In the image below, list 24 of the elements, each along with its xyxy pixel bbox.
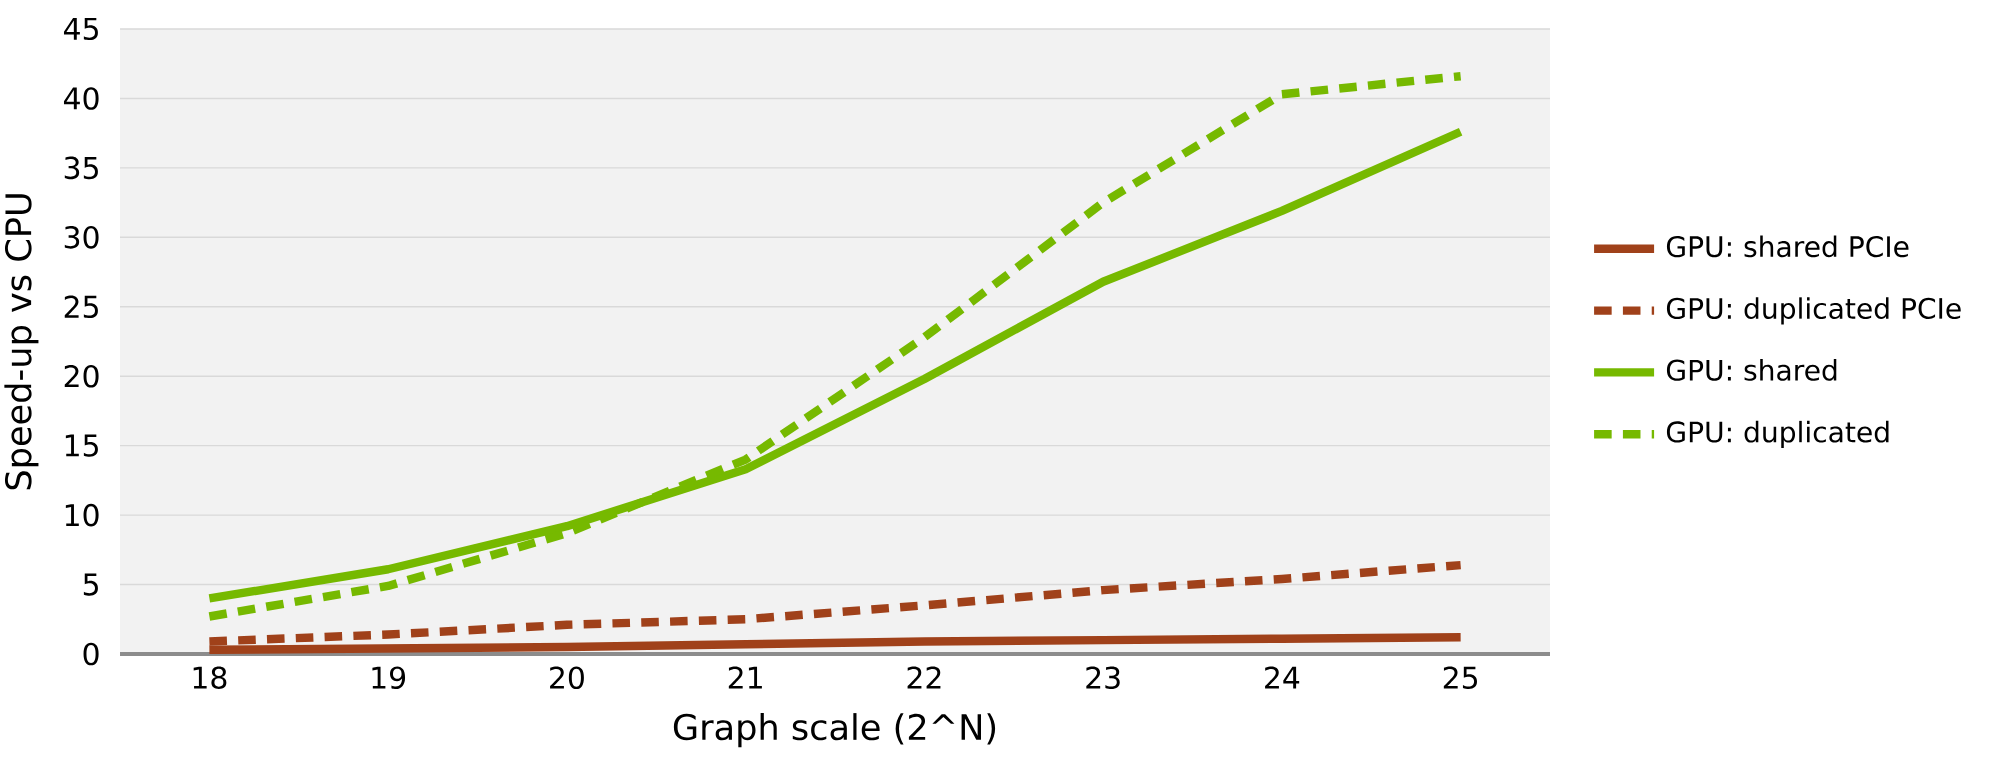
y-tick-label: 20 bbox=[64, 364, 99, 388]
y-tick-label: 35 bbox=[64, 156, 98, 180]
x-tick-label: 19 bbox=[372, 666, 406, 690]
y-tick-label: 25 bbox=[64, 295, 98, 319]
x-tick-label: 18 bbox=[193, 666, 227, 690]
y-axis-title: Speed-up vs CPU bbox=[4, 194, 39, 490]
x-tick-label: 21 bbox=[728, 666, 762, 689]
legend-label: GPU: duplicated PCIe bbox=[1666, 297, 1961, 325]
y-tick-label: 10 bbox=[65, 503, 99, 527]
x-tick-label: 20 bbox=[550, 666, 584, 690]
y-tick-label: 45 bbox=[63, 17, 98, 41]
x-tick-label: 22 bbox=[907, 666, 941, 689]
x-tick-label: 24 bbox=[1265, 666, 1300, 689]
y-tick-label: 15 bbox=[65, 434, 98, 457]
legend-label: GPU: shared PCIe bbox=[1666, 235, 1909, 258]
y-tick-label: 5 bbox=[83, 573, 98, 596]
y-tick-label: 0 bbox=[83, 642, 99, 666]
legend-label: GPU: duplicated bbox=[1666, 420, 1889, 449]
legend-label: GPU: shared bbox=[1666, 359, 1837, 381]
x-tick-label: 25 bbox=[1443, 666, 1477, 690]
y-tick-label: 40 bbox=[63, 87, 99, 110]
x-axis-title: Graph scale (2^N) bbox=[673, 713, 996, 748]
x-tick-label: 23 bbox=[1086, 666, 1120, 690]
y-tick-label: 30 bbox=[64, 226, 99, 249]
